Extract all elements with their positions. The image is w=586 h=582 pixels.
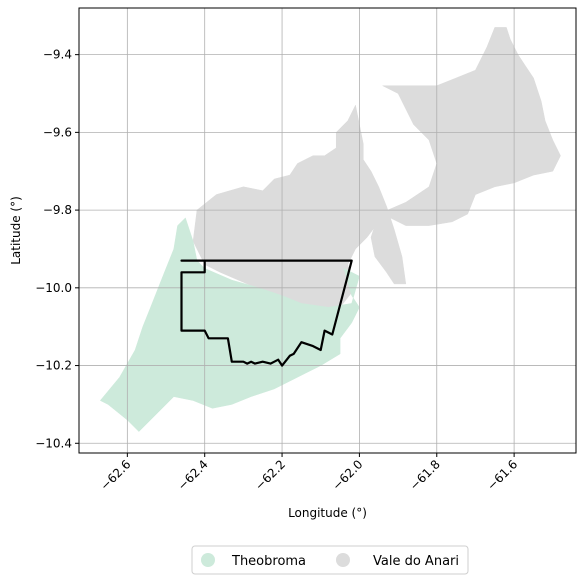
x-tick-label: −61.6	[484, 457, 520, 493]
grid-overlay	[79, 8, 576, 453]
y-axis-label: Latitude (°)	[9, 196, 23, 265]
x-axis-label: Longitude (°)	[288, 506, 367, 520]
region-vale-do-anari	[192, 27, 561, 312]
map-outline	[180, 259, 353, 367]
legend: Theobroma Vale do Anari	[191, 545, 469, 575]
x-tick-label: −61.8	[407, 457, 443, 493]
legend-label-theobroma: Theobroma	[231, 554, 306, 569]
x-tick-label: −62.2	[252, 457, 288, 493]
y-tick-label: −10.0	[35, 281, 72, 295]
y-tick-label: −9.6	[43, 125, 72, 139]
legend-marker-theobroma	[201, 553, 215, 567]
y-tick-label: −10.4	[35, 436, 72, 450]
map-regions	[99, 27, 561, 432]
legend-marker-vale-do-anari	[336, 553, 350, 567]
x-tick-label: −62.4	[175, 457, 211, 493]
x-tick-label: −62.6	[98, 457, 134, 493]
y-tick-label: −9.8	[43, 203, 72, 217]
x-tick-label: −62.0	[330, 457, 366, 493]
boundary-outline	[180, 259, 353, 367]
legend-box	[191, 545, 469, 575]
legend-label-vale-do-anari: Vale do Anari	[373, 554, 459, 569]
axes-frame	[78, 7, 577, 454]
y-tick-label: −10.2	[35, 359, 72, 373]
y-tick-label: −9.4	[43, 48, 72, 62]
